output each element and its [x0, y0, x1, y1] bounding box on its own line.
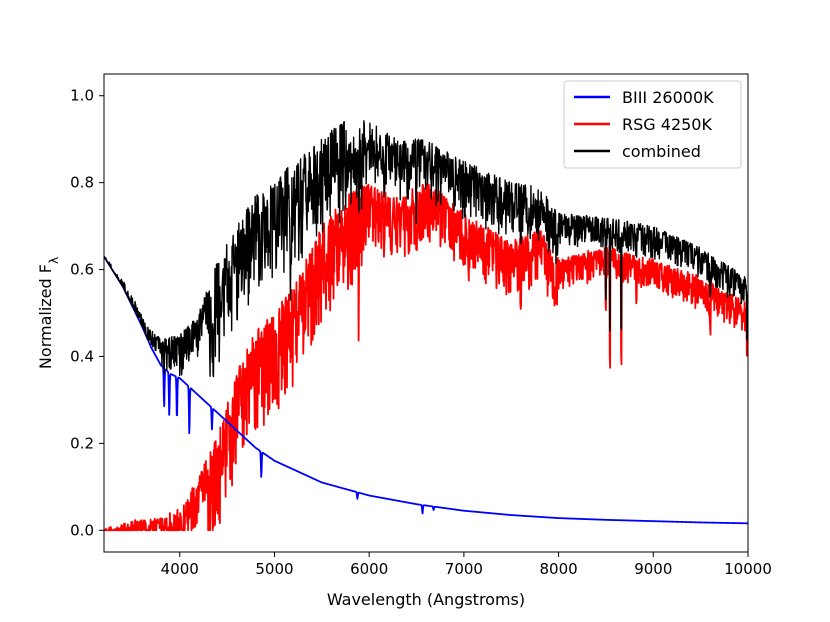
- y-tick-label: 0.8: [70, 174, 94, 192]
- plot-frame: [103, 73, 749, 553]
- x-axis: 4000 5000 6000 7000 8000 9000 10000: [161, 552, 772, 578]
- y-tick-label: 0.6: [70, 261, 94, 279]
- legend-label: combined: [622, 142, 701, 161]
- legend-label: RSG 4250K: [622, 115, 712, 134]
- series-line-combined: [104, 120, 748, 378]
- y-tick-label: 0.2: [70, 434, 94, 452]
- series-layer: [104, 120, 748, 532]
- series-line-rsg: [104, 182, 748, 532]
- x-tick-label: 4000: [161, 560, 199, 578]
- legend-label: BIII 26000K: [622, 88, 714, 107]
- y-tick-label: 0.0: [70, 521, 94, 539]
- x-axis-label: Wavelength (Angstroms): [327, 590, 525, 609]
- x-tick-label: 6000: [350, 560, 388, 578]
- y-axis-label-subscript: λ: [47, 257, 61, 264]
- y-tick-label: 0.4: [70, 347, 94, 365]
- x-tick-label: 9000: [634, 560, 672, 578]
- x-tick-label: 7000: [445, 560, 483, 578]
- y-axis-label: Normalized Fλ: [36, 257, 61, 369]
- series-line-biii: [104, 256, 748, 525]
- x-tick-label: 8000: [539, 560, 577, 578]
- x-tick-label: 5000: [255, 560, 293, 578]
- legend-box: [563, 80, 742, 169]
- legend: BIII 26000K RSG 4250K combined: [563, 80, 742, 169]
- y-axis: 0.0 0.2 0.4 0.6 0.8 1.0: [70, 87, 104, 539]
- x-tick-label: 10000: [724, 560, 772, 578]
- y-tick-label: 1.0: [70, 87, 94, 105]
- y-axis-label-main: Normalized F: [36, 264, 55, 369]
